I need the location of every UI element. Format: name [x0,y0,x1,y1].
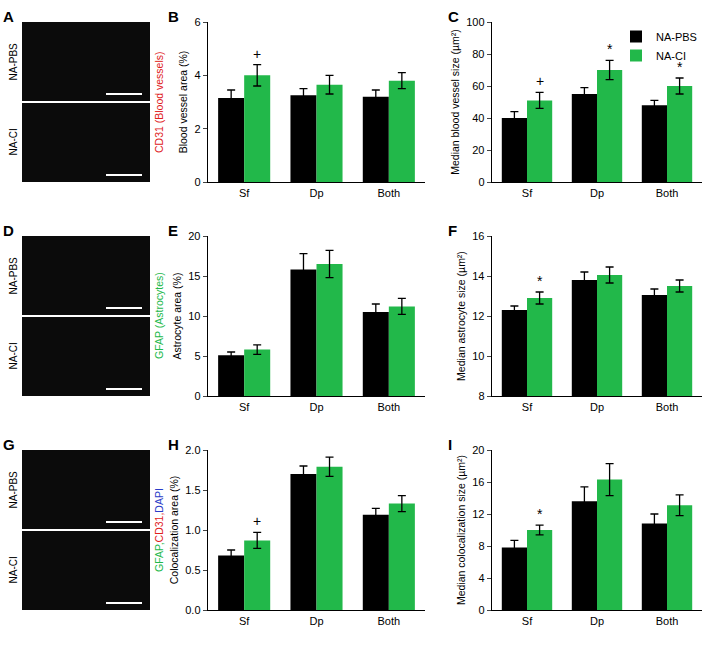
svg-text:NA-PBS: NA-PBS [8,43,19,81]
svg-text:Sf: Sf [522,615,533,627]
svg-text:Median colocalization size (µm: Median colocalization size (µm²) [455,455,467,605]
svg-text:Both: Both [656,401,679,413]
svg-text:+: + [253,46,261,62]
svg-text:NA-PBS: NA-PBS [8,257,19,295]
svg-text:+: + [253,513,261,529]
svg-text:Sf: Sf [522,187,533,199]
svg-text:CD31 (Blood vessels): CD31 (Blood vessels) [153,51,165,153]
svg-text:D: D [3,222,14,239]
svg-text:0: 0 [478,176,484,188]
svg-text:B: B [168,8,179,25]
svg-text:I: I [448,436,452,453]
svg-text:0: 0 [194,176,200,188]
svg-text:16: 16 [472,476,484,488]
svg-text:2.0: 2.0 [185,444,200,456]
svg-text:Blood vessel area (%): Blood vessel area (%) [177,51,189,154]
svg-text:4: 4 [478,572,484,584]
svg-text:Sf: Sf [239,401,250,413]
svg-text:Both: Both [378,615,401,627]
svg-text:NA-CI: NA-CI [8,128,19,155]
svg-text:NA-PBS: NA-PBS [656,31,697,43]
svg-text:4: 4 [194,69,200,81]
svg-text:0.5: 0.5 [185,564,200,576]
svg-text:20: 20 [472,444,484,456]
svg-text:C: C [448,8,459,25]
svg-text:GFAP (Astrocytes): GFAP (Astrocytes) [153,272,165,359]
svg-text:NA-CI: NA-CI [656,50,686,62]
svg-text:Both: Both [378,401,401,413]
svg-text:10: 10 [472,350,484,362]
svg-text:Sf: Sf [522,401,533,413]
svg-text:Sf: Sf [239,187,250,199]
svg-text:60: 60 [472,80,484,92]
svg-text:Astrocyte area (%): Astrocyte area (%) [171,273,183,360]
svg-text:Dp: Dp [590,615,604,627]
svg-text:16: 16 [472,230,484,242]
svg-text:12: 12 [472,310,484,322]
svg-text:2: 2 [194,123,200,135]
svg-text:E: E [168,222,178,239]
svg-text:G: G [3,436,15,453]
svg-text:Dp: Dp [309,401,323,413]
svg-text:*: * [537,506,543,522]
svg-text:0: 0 [478,604,484,616]
svg-text:*: * [537,273,543,289]
svg-text:10: 10 [188,310,200,322]
svg-text:Median astrocyte size (µm²): Median astrocyte size (µm²) [455,251,467,381]
svg-text:Dp: Dp [309,615,323,627]
svg-text:*: * [607,41,613,57]
svg-text:0: 0 [194,390,200,402]
svg-text:Dp: Dp [590,401,604,413]
svg-text:20: 20 [188,230,200,242]
svg-text:*: * [677,59,683,75]
svg-text:Both: Both [378,187,401,199]
svg-text:Dp: Dp [590,187,604,199]
svg-text:A: A [3,8,14,25]
svg-text:1.5: 1.5 [185,484,200,496]
svg-text:H: H [168,436,179,453]
svg-text:0.0: 0.0 [185,604,200,616]
svg-text:40: 40 [472,112,484,124]
svg-text:Both: Both [656,187,679,199]
svg-text:8: 8 [478,540,484,552]
svg-text:15: 15 [188,270,200,282]
svg-text:Sf: Sf [239,615,250,627]
svg-text:Median blood vessel size (µm²): Median blood vessel size (µm²) [449,29,461,175]
svg-text:100: 100 [466,16,484,28]
svg-text:NA-CI: NA-CI [8,342,19,369]
svg-text:NA-CI: NA-CI [8,556,19,583]
svg-text:6: 6 [194,16,200,28]
svg-text:GFAP,CD31,DAPI: GFAP,CD31,DAPI [153,488,165,572]
svg-text:14: 14 [472,270,484,282]
svg-text:12: 12 [472,508,484,520]
svg-text:5: 5 [194,350,200,362]
svg-text:F: F [448,222,457,239]
svg-text:8: 8 [478,390,484,402]
svg-text:Both: Both [656,615,679,627]
svg-text:20: 20 [472,144,484,156]
svg-text:Colocalization area (%): Colocalization area (%) [168,476,180,585]
svg-text:+: + [536,73,544,89]
svg-text:Dp: Dp [309,187,323,199]
svg-text:80: 80 [472,48,484,60]
svg-text:NA-PBS: NA-PBS [8,471,19,509]
svg-text:1.0: 1.0 [185,524,200,536]
